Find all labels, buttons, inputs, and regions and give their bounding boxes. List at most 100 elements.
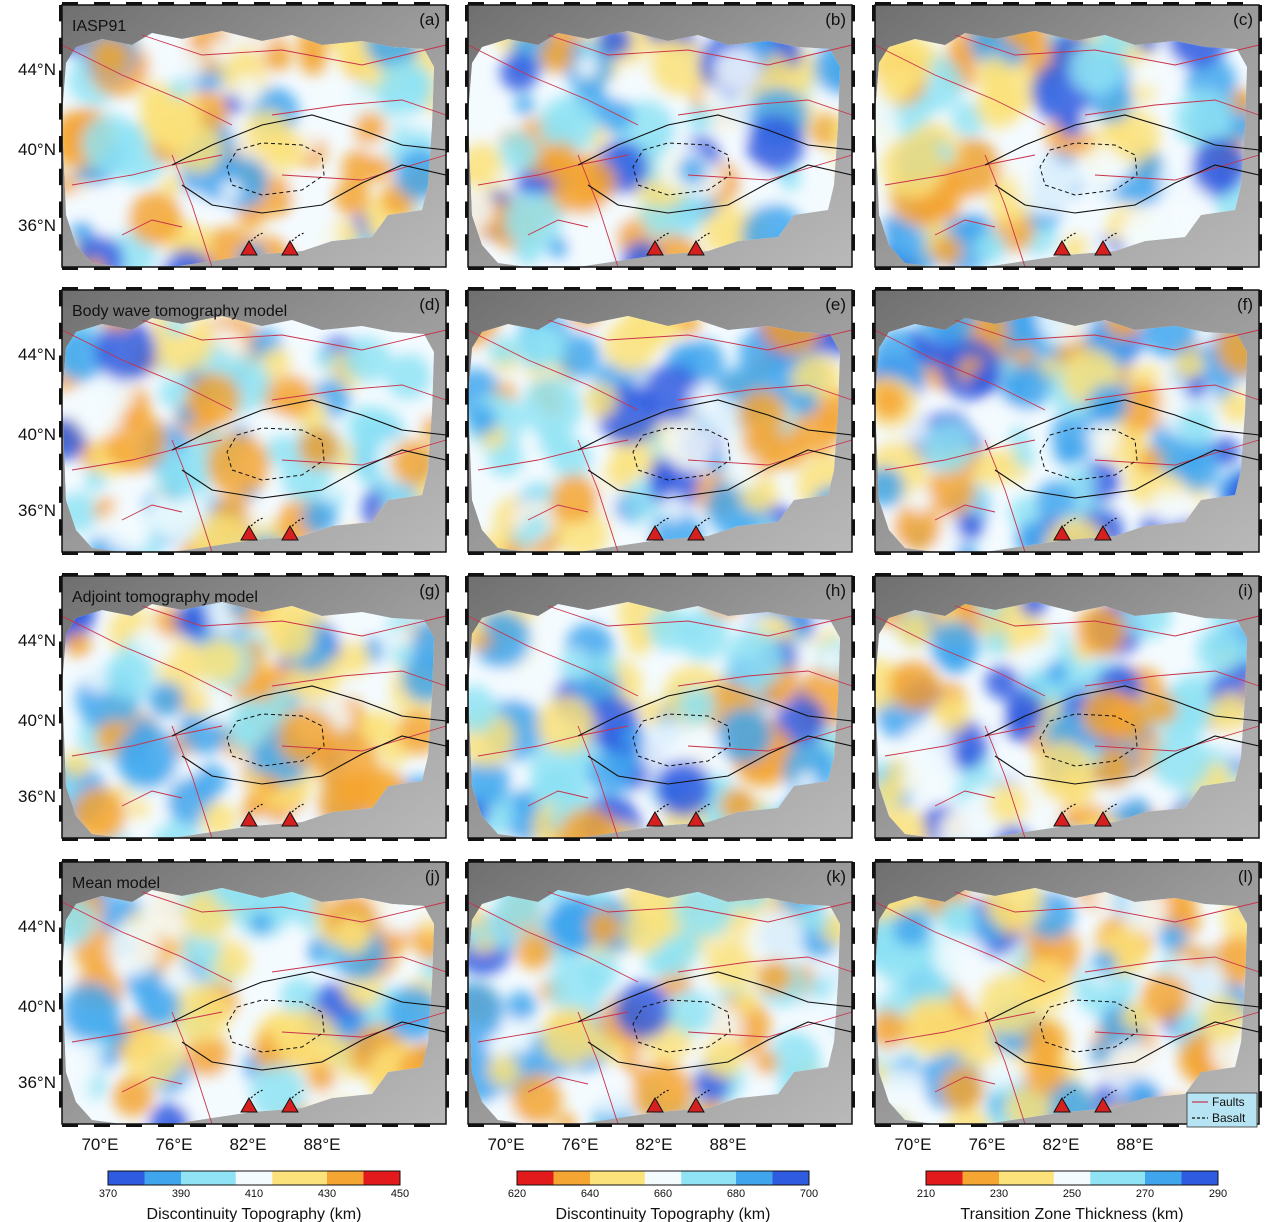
fault-line (141, 319, 447, 351)
colorbar-segment (327, 1171, 346, 1185)
colorbar-title: Transition Zone Thickness (km) (960, 1206, 1183, 1222)
fault-line (467, 44, 639, 126)
anomaly-field (468, 316, 840, 552)
fault-line (577, 154, 619, 268)
fault-line (467, 615, 639, 697)
basalt-outline (226, 713, 325, 767)
colorbar-segment (962, 1171, 982, 1185)
fault-line (281, 1011, 447, 1038)
colorbar-segment (681, 1171, 700, 1185)
colorbar-segment (699, 1171, 719, 1185)
colorbar-segment (1126, 1171, 1146, 1185)
volcano-plume (250, 803, 264, 813)
fault-line (547, 605, 853, 637)
colorbar-segment (754, 1171, 773, 1185)
volcano-plume (1063, 232, 1077, 242)
colorbar-segment (663, 1171, 682, 1185)
legend-box: Faults Basalt (1186, 1092, 1258, 1128)
longitude-label: 88°E (709, 1135, 746, 1154)
fault-line (934, 790, 996, 807)
panel-letter-label: (k) (826, 867, 846, 886)
fault-line (281, 725, 447, 752)
colorbar-segment (1199, 1171, 1219, 1185)
volcano-plume (1104, 1089, 1118, 1099)
colorbar-segment (381, 1171, 401, 1185)
volcano-icon (646, 1096, 664, 1113)
fault-line (1084, 956, 1260, 973)
longitude-label: 76°E (155, 1135, 192, 1154)
fault-line (677, 670, 853, 687)
fault-line (271, 956, 447, 973)
volcano-plume (656, 1089, 670, 1099)
fault-line (61, 329, 233, 411)
panel-letter-label: (l) (1238, 867, 1253, 886)
colorbar-tick-label: 390 (172, 1188, 190, 1200)
volcano-icon (1053, 524, 1071, 541)
latitude-label: 40°N (18, 711, 56, 730)
colorbar-segment (235, 1171, 255, 1185)
longitude-label: 82°E (635, 1135, 672, 1154)
colorbar-segment (363, 1171, 383, 1185)
fault-line (141, 34, 447, 66)
fault-line (477, 439, 629, 471)
colorbar-segment (772, 1171, 792, 1185)
map-panel: (e) (465, 287, 855, 555)
colorbar-segment (126, 1171, 145, 1185)
colorbar-segment (717, 1171, 737, 1185)
fault-line (874, 329, 1046, 411)
panel-letter-label: (c) (1233, 10, 1253, 29)
longitude-label: 70°E (894, 1135, 931, 1154)
colorbar-tick-label: 250 (1063, 1188, 1081, 1200)
fault-line (271, 670, 447, 687)
panel-letter-label: (d) (419, 295, 440, 314)
panels-layer: (a) IASP91 44°N 40°N 36°N (b) (c) (d) Body wave … (18, 2, 1262, 1154)
fault-line (547, 34, 853, 66)
map-panel: (k) 70°E 76°E 82°E 88°E (465, 859, 855, 1154)
latitude-label: 36°N (18, 501, 56, 520)
colorbar-segment (254, 1171, 273, 1185)
basalt-outline (226, 142, 325, 196)
colorbar: 370 390 410 430 450 Discontinuity Topography … (99, 1170, 409, 1222)
volcano-plume (250, 1089, 264, 1099)
latitude-label: 44°N (18, 917, 56, 936)
panel-letter-label: (i) (1238, 581, 1253, 600)
colorbar-segment (308, 1171, 328, 1185)
volcano-plume (291, 803, 305, 813)
colorbar-segment (272, 1171, 291, 1185)
fault-line (477, 1011, 629, 1043)
colorbar-segment (1072, 1171, 1091, 1185)
fault-line (687, 1011, 853, 1038)
panel-letter-label: (j) (425, 867, 440, 886)
fault-line (984, 725, 1026, 839)
basalt-outline (1039, 999, 1138, 1053)
fault-line (121, 790, 183, 807)
longitude-label: 76°E (968, 1135, 1005, 1154)
map-panel: (d) Body wave tomography model 44°N 40°N 36°… (18, 287, 449, 555)
volcano-plume (1063, 803, 1077, 813)
latitude-label: 36°N (18, 787, 56, 806)
fault-line (547, 891, 853, 923)
volcano-icon (240, 810, 258, 827)
basalt-outline (226, 999, 325, 1053)
colorbar-segment (590, 1171, 609, 1185)
colorbar-segment (1017, 1171, 1036, 1185)
fault-line (687, 439, 853, 466)
colorbar-tick-label: 680 (727, 1188, 745, 1200)
colorbar-segment (1035, 1171, 1055, 1185)
fault-line (687, 154, 853, 181)
volcano-plume (656, 232, 670, 242)
volcano-plume (656, 803, 670, 813)
fault-line (1084, 670, 1260, 687)
volcano-plume (291, 1089, 305, 1099)
colorbar-frame (925, 1170, 1219, 1186)
fault-line (271, 99, 447, 116)
volcano-plume (250, 517, 264, 527)
colorbar-tick-label: 210 (917, 1188, 935, 1200)
fault-line (577, 439, 619, 553)
volcano-plume (250, 232, 264, 242)
row-title: IASP91 (72, 18, 126, 35)
fault-line (934, 504, 996, 521)
fault-line (121, 504, 183, 521)
latitude-label: 44°N (18, 60, 56, 79)
basalt-outline (1039, 142, 1138, 196)
